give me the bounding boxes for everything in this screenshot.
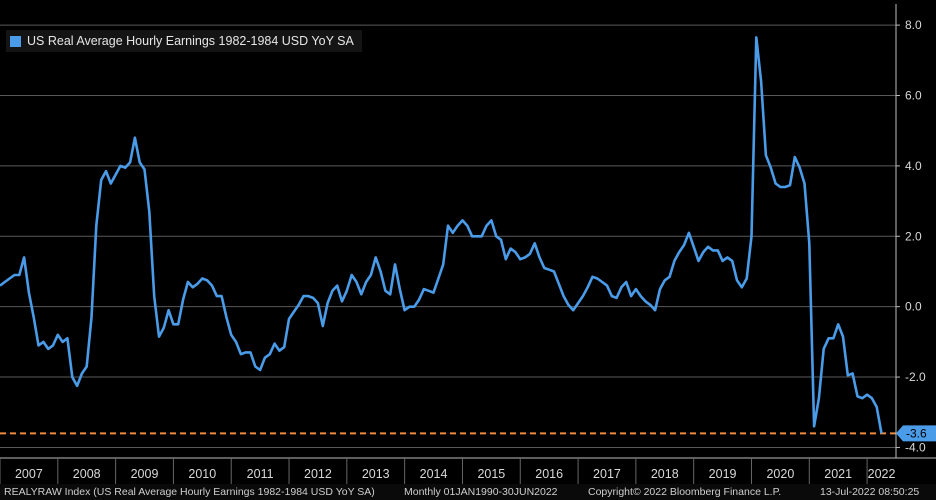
y-tick-label: 8.0 (905, 18, 922, 32)
legend-swatch (10, 35, 21, 47)
x-tick-label: 2013 (362, 467, 390, 481)
x-tick-label: 2022 (868, 467, 896, 481)
y-tick-label: 0.0 (905, 300, 922, 314)
x-tick-label: 2016 (535, 467, 563, 481)
x-tick-label: 2007 (15, 467, 43, 481)
x-tick-label: 2021 (824, 467, 852, 481)
x-tick-label: 2020 (766, 467, 794, 481)
footer-range: Monthly 01JAN1990-30JUN2022 (404, 486, 558, 498)
x-tick-label: 2017 (593, 467, 621, 481)
footer: REALYRAW Index (US Real Average Hourly E… (0, 484, 936, 500)
last-value-label: -3.6 (906, 426, 927, 440)
x-tick-label: 2018 (651, 467, 679, 481)
footer-copyright: Copyright© 2022 Bloomberg Finance L.P. (588, 486, 782, 498)
x-tick-label: 2010 (188, 467, 216, 481)
x-tick-label: 2008 (73, 467, 101, 481)
last-value-label-box (896, 425, 936, 442)
y-tick-label: 6.0 (905, 89, 922, 103)
series-group (0, 36, 883, 434)
footer-timestamp: 13-Jul-2022 08:50:25 (820, 486, 920, 498)
y-tick-label: -4.0 (905, 440, 926, 454)
x-tick-label: 2015 (477, 467, 505, 481)
x-tick-label: 2012 (304, 467, 332, 481)
y-tick-label: 4.0 (905, 159, 922, 173)
legend-series-name: US Real Average Hourly Earnings 1982-198… (27, 34, 354, 48)
x-tick-label: 2014 (420, 467, 448, 481)
last-value-label-group: -3.6 (896, 425, 936, 442)
x-tick-label: 2009 (131, 467, 159, 481)
x-tick-label: 2011 (247, 467, 274, 481)
x-axis: 2007 2008 2009 2010 2011 2012 2013 2014 2015 2016… (0, 457, 936, 484)
gridlines (0, 24, 896, 448)
y-tick-label: -2.0 (905, 370, 926, 384)
y-axis: 8.0 6.0 4.0 2.0 0.0 -2.0 -4.0 (895, 4, 926, 458)
y-tick-label: 2.0 (905, 229, 922, 243)
legend: US Real Average Hourly Earnings 1982-198… (6, 30, 362, 52)
series-line (0, 36, 883, 434)
x-tick-label: 2019 (709, 467, 737, 481)
footer-index: REALYRAW Index (US Real Average Hourly E… (4, 486, 375, 498)
